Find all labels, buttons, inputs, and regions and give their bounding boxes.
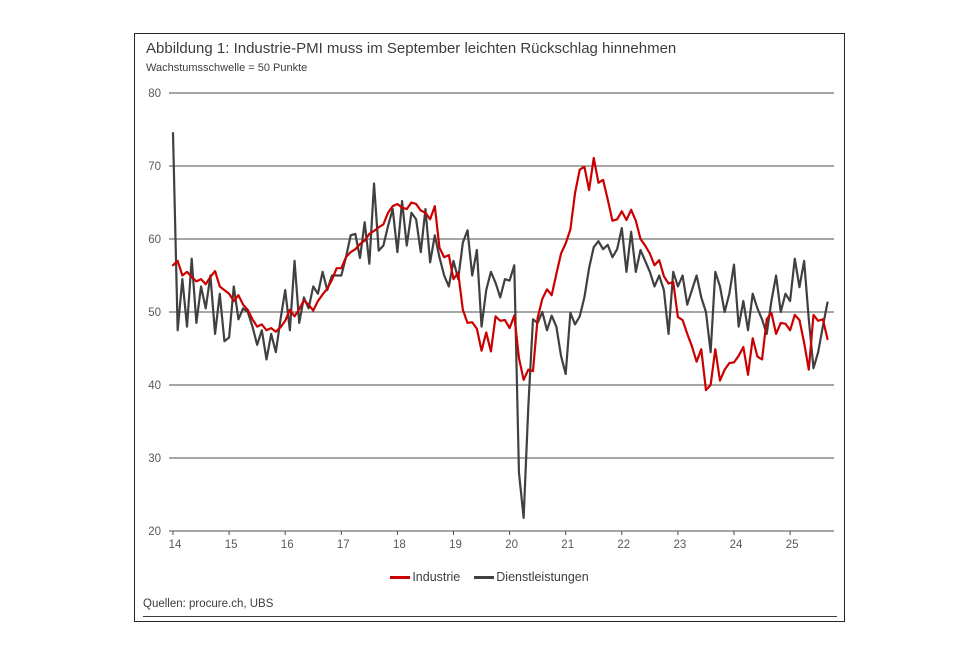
y-tick-label-40: 40 (148, 380, 161, 392)
legend-item-dienstleistungen: Dienstleistungen (474, 570, 589, 584)
series-line-industrie (171, 156, 829, 392)
legend-label-dienstleistungen: Dienstleistungen (496, 570, 589, 584)
source-row: Quellen: procure.ch, UBS (143, 594, 837, 617)
x-tick-label-14: 14 (169, 539, 182, 551)
figure-subtitle: Wachstumsschwelle = 50 Punkte (146, 62, 308, 74)
y-tick-label-20: 20 (148, 526, 161, 538)
y-tick-label-80: 80 (148, 88, 161, 100)
x-tick-label-21: 21 (561, 539, 574, 551)
x-tick-label-17: 17 (337, 539, 350, 551)
legend-label-industrie: Industrie (412, 570, 461, 584)
x-tick-label-23: 23 (674, 539, 687, 551)
x-tick-label-19: 19 (449, 539, 462, 551)
y-tick-label-70: 70 (148, 161, 161, 173)
figure-title: Abbildung 1: Industrie-PMI muss im Septe… (146, 40, 677, 57)
figure-box: Abbildung 1: Industrie-PMI muss im Septe… (134, 33, 845, 622)
y-tick-label-50: 50 (148, 307, 161, 319)
series-line-dienstleistungen (171, 132, 829, 519)
industrie-line-swatch-icon (390, 575, 411, 579)
x-tick-label-15: 15 (225, 539, 238, 551)
legend-item-industrie: Industrie (390, 570, 460, 584)
x-tick-label-22: 22 (617, 539, 630, 551)
chart-legend: Industrie Dienstleistungen (135, 570, 844, 584)
x-tick-label-25: 25 (786, 539, 799, 551)
x-tick-label-20: 20 (505, 539, 518, 551)
y-tick-label-30: 30 (148, 453, 161, 465)
pmi-line-chart: 20 30 40 50 60 70 80 14 15 16 17 18 19 20 21 22 23 24 25 (148, 88, 834, 551)
source-text: Quellen: procure.ch, UBS (143, 598, 274, 610)
dienstleistungen-line-swatch-icon (474, 575, 495, 579)
x-tick-label-16: 16 (281, 539, 294, 551)
x-tick-label-18: 18 (393, 539, 406, 551)
y-tick-label-60: 60 (148, 234, 161, 246)
x-tick-label-24: 24 (730, 539, 743, 551)
